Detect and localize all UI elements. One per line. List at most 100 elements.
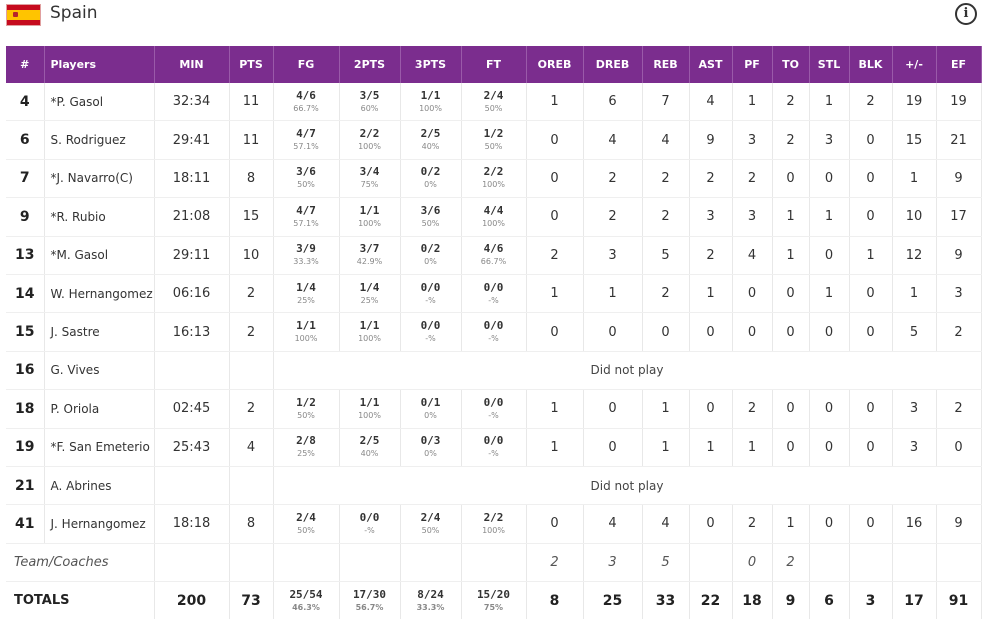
two-pointers: 1/1 100% — [339, 197, 401, 237]
stat-reb: 1 — [642, 428, 690, 467]
team-ast — [689, 543, 733, 583]
two-pointers-percentage: 40% — [360, 449, 379, 459]
player-name[interactable]: *J. Navarro(C) — [44, 159, 155, 199]
free-throws-made-attempted: 0/0 — [483, 280, 504, 294]
player-name[interactable]: J. Sastre — [44, 312, 155, 352]
stat-dreb: 2 — [583, 197, 643, 237]
col-fg[interactable]: FG — [273, 46, 340, 83]
total-points: 73 — [229, 581, 274, 619]
three-pointers-made-attempted: 0/1 — [420, 395, 441, 409]
points: 8 — [229, 159, 274, 199]
player-row[interactable]: 15 J. Sastre 16:13 2 1/1 100% 1/1 100% 0/0 -% 0/0-… — [6, 312, 982, 352]
col-ef[interactable]: EF — [936, 46, 982, 83]
total-three-pointers-made-attempted: 8/24 — [417, 587, 444, 601]
player-name[interactable]: P. Oriola — [44, 389, 155, 429]
stat-pf: 3 — [732, 120, 773, 160]
two-pointers: 1/1 100% — [339, 389, 401, 429]
player-row[interactable]: 14 W. Hernangomez 06:16 2 1/4 25% 1/4 25% 0/0 -% 0… — [6, 274, 982, 314]
stat-oreb: 0 — [526, 197, 584, 237]
player-number: 9 — [6, 197, 45, 237]
field-goals: 2/8 25% — [273, 428, 340, 467]
stat-stl: 0 — [809, 428, 850, 467]
player-row[interactable]: 16 G. Vives Did not play — [6, 351, 982, 391]
free-throws-made-attempted: 0/0 — [483, 395, 504, 409]
col-blk[interactable]: BLK — [849, 46, 893, 83]
stat-pf: 0 — [732, 274, 773, 314]
stat-ast: 0 — [689, 312, 733, 352]
two-pointers-made-attempted: 3/5 — [359, 88, 380, 102]
col-reb[interactable]: REB — [642, 46, 690, 83]
two-pointers: 2/5 40% — [339, 428, 401, 467]
free-throws-percentage: 50% — [484, 142, 503, 152]
player-row[interactable]: 9 *R. Rubio 21:08 15 4/7 57.1% 1/1 100% 3/6 50% 4/… — [6, 197, 982, 237]
player-name[interactable]: S. Rodriguez — [44, 120, 155, 160]
col-ast[interactable]: AST — [689, 46, 733, 83]
stat-dreb: 0 — [583, 428, 643, 467]
stat-pm: 12 — [892, 236, 937, 275]
player-name[interactable]: *R. Rubio — [44, 197, 155, 237]
player-row[interactable]: 4 *P. Gasol 32:34 11 4/6 66.7% 3/5 60% 1/1 100% 2/… — [6, 83, 982, 122]
col-min[interactable]: MIN — [154, 46, 230, 83]
col-plus-minus[interactable]: +/- — [892, 46, 937, 83]
field-goals-percentage: 50% — [297, 525, 315, 535]
field-goals: 4/6 66.7% — [273, 83, 340, 122]
player-name[interactable]: A. Abrines — [44, 466, 155, 506]
player-name[interactable]: *P. Gasol — [44, 83, 155, 122]
stat-oreb: 1 — [526, 428, 584, 467]
points: 15 — [229, 197, 274, 237]
did-not-play: Did not play — [273, 466, 982, 506]
stat-blk: 0 — [849, 197, 893, 237]
two-pointers-made-attempted: 3/4 — [359, 165, 380, 179]
three-pointers-made-attempted: 3/6 — [420, 203, 441, 217]
total-two-pointers: 17/30 56.7% — [339, 581, 401, 619]
stat-ast: 2 — [689, 236, 733, 275]
stat-blk: 2 — [849, 83, 893, 122]
col-2pts[interactable]: 2PTS — [339, 46, 401, 83]
three-pointers-percentage: 0% — [424, 180, 437, 190]
stat-reb: 2 — [642, 159, 690, 199]
stat-oreb: 0 — [526, 159, 584, 199]
empty-cell — [461, 543, 527, 583]
player-row[interactable]: 18 P. Oriola 02:45 2 1/2 50% 1/1 100% 0/1 0% 0/0 -%… — [6, 389, 982, 429]
stat-ast: 2 — [689, 159, 733, 199]
player-name[interactable]: G. Vives — [44, 351, 155, 391]
stat-ef: 9 — [936, 159, 982, 199]
player-row[interactable]: 21 A. Abrines Did not play — [6, 466, 982, 506]
player-name[interactable]: *F. San Emeterio — [44, 428, 155, 467]
col-oreb[interactable]: OREB — [526, 46, 584, 83]
stat-ef: 21 — [936, 120, 982, 160]
three-pointers-made-attempted: 0/2 — [420, 242, 441, 256]
player-row[interactable]: 6 S. Rodriguez 29:41 11 4/7 57.1% 2/2 100% 2/5 40… — [6, 120, 982, 160]
col-ft[interactable]: FT — [461, 46, 527, 83]
totals-row: TOTALS 200 73 25/54 46.3% 17/30 56.7% 8/24 33.3%… — [6, 581, 982, 619]
col-players[interactable]: Players — [44, 46, 155, 83]
player-name[interactable]: W. Hernangomez — [44, 274, 155, 314]
col-pf[interactable]: PF — [732, 46, 773, 83]
total-oreb: 8 — [526, 581, 584, 619]
stat-reb: 4 — [642, 504, 690, 544]
stat-blk: 0 — [849, 312, 893, 352]
col-to[interactable]: TO — [772, 46, 810, 83]
player-row[interactable]: 41 J. Hernangomez 18:18 8 2/4 50% 0/0 -% 2/4 50% 2… — [6, 504, 982, 544]
col-pts[interactable]: PTS — [229, 46, 274, 83]
minutes: 29:41 — [154, 120, 230, 160]
minutes: 18:11 — [154, 159, 230, 199]
col-num[interactable]: # — [6, 46, 45, 83]
col-dreb[interactable]: DREB — [583, 46, 643, 83]
free-throws-percentage: 100% — [482, 218, 505, 228]
player-name[interactable]: *M. Gasol — [44, 236, 155, 275]
stat-ef: 2 — [936, 389, 982, 429]
player-row[interactable]: 19 *F. San Emeterio 25:43 4 2/8 25% 2/5 40% 0/3 0… — [6, 428, 982, 467]
info-icon[interactable]: i — [955, 3, 977, 25]
stat-ef: 9 — [936, 504, 982, 544]
field-goals-made-attempted: 4/6 — [296, 88, 316, 102]
points: 2 — [229, 274, 274, 314]
col-stl[interactable]: STL — [809, 46, 850, 83]
stat-blk: 0 — [849, 389, 893, 429]
player-number: 7 — [6, 159, 45, 199]
player-row[interactable]: 7 *J. Navarro(C) 18:11 8 3/6 50% 3/4 75% 0/2 0% 2/… — [6, 159, 982, 199]
player-row[interactable]: 13 *M. Gasol 29:11 10 3/9 33.3% 3/7 42.9% 0/2 0% 4… — [6, 236, 982, 275]
player-name[interactable]: J. Hernangomez — [44, 504, 155, 544]
stat-to: 0 — [772, 389, 810, 429]
col-3pts[interactable]: 3PTS — [400, 46, 462, 83]
